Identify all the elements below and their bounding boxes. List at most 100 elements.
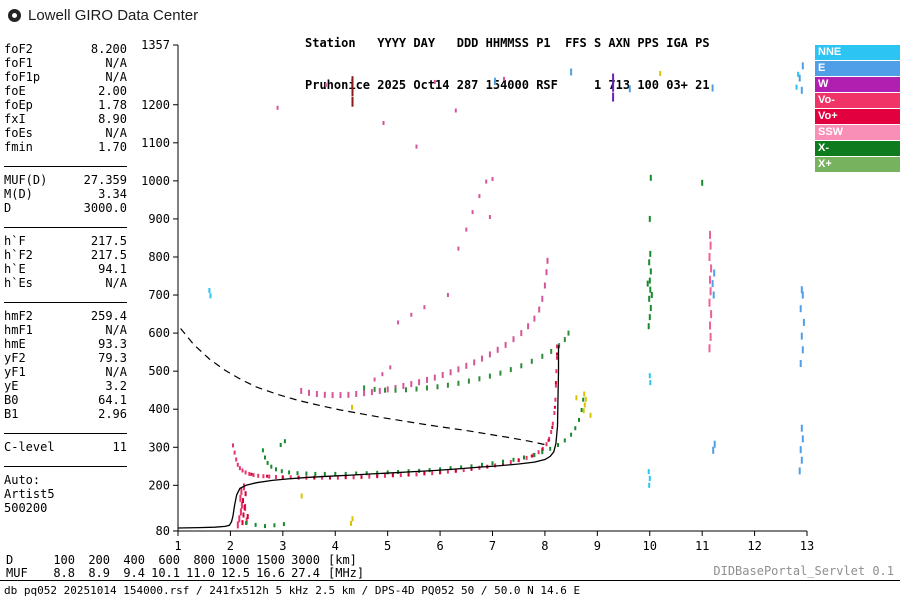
svg-text:300: 300: [148, 440, 170, 454]
footer-value: 8.8: [53, 566, 75, 580]
param-section-virtual-heights: h`F 217.5 h`F2 217.5 h`E 94.1 h`Es N/A: [4, 227, 127, 302]
param-row-hmf1: hmF1 N/A: [4, 323, 127, 337]
param-row-he: h`E 94.1: [4, 262, 127, 276]
param-value: 259.4: [90, 309, 127, 323]
record-info-line: db pq052 20251014 154000.rsf / 241fx512h…: [4, 584, 581, 597]
footer-value: 100: [53, 553, 75, 567]
series-purple-line: [612, 73, 615, 102]
param-label: hmE: [4, 337, 26, 351]
param-value: 3.34: [98, 187, 127, 201]
svg-text:80: 80: [156, 524, 170, 538]
series-o-trace: [232, 344, 558, 480]
svg-text:3: 3: [279, 539, 286, 553]
param-value: 94.1: [98, 262, 127, 276]
param-value: 1.70: [98, 140, 127, 154]
svg-text:11: 11: [695, 539, 709, 553]
axis-ticks-and-labels: 8020030040050060070080090010001100120013…: [141, 38, 814, 553]
param-section-confidence: C-level 11: [4, 433, 127, 466]
param-label: foEp: [4, 98, 33, 112]
footer-value: 8.9: [88, 566, 110, 580]
param-label: C-level: [4, 440, 55, 454]
footer-value: 11.0: [186, 566, 215, 580]
param-value: N/A: [105, 70, 127, 84]
param-label: B0: [4, 393, 19, 407]
svg-text:10: 10: [643, 539, 657, 553]
param-row-fof1: foF1 N/A: [4, 56, 127, 70]
param-row-yf2: yF2 79.3: [4, 351, 127, 365]
footer-value: 1500: [256, 553, 285, 567]
param-row-hmf2: hmF2 259.4: [4, 309, 127, 323]
param-row-clevel: C-level 11: [4, 440, 127, 454]
series-darkred-line: [351, 76, 354, 107]
svg-text:1100: 1100: [141, 136, 170, 150]
muf-values-row: MUF 8.8 8.9 9.4 10.1 11.0 12.5 16.6 27.4 [MHz]: [6, 566, 364, 580]
svg-text:800: 800: [148, 250, 170, 264]
param-value: 2.00: [98, 84, 127, 98]
footer-unit: [km]: [328, 553, 357, 567]
footer-value: 800: [193, 553, 215, 567]
footer-value: 1000: [221, 553, 250, 567]
param-label: foF1: [4, 56, 33, 70]
series-yellow-marks: [300, 71, 662, 526]
param-label: hmF2: [4, 309, 33, 323]
param-label: h`Es: [4, 276, 33, 290]
series-col-blue-right: [494, 62, 805, 475]
svg-text:9: 9: [594, 539, 601, 553]
svg-text:1000: 1000: [141, 174, 170, 188]
param-value: 64.1: [98, 393, 127, 407]
series-top-noise-pink: [276, 76, 505, 125]
param-value: 3000.0: [83, 201, 127, 215]
svg-text:600: 600: [148, 326, 170, 340]
header-brand: Lowell GIRO Data Center: [8, 7, 198, 24]
param-row-fof1p: foF1p N/A: [4, 70, 127, 84]
series-spread-f-pink: [373, 144, 494, 382]
footer-value: 12.5: [221, 566, 250, 580]
param-section-auto: Auto: Artist5 500200: [4, 466, 127, 527]
param-row-foe: foE 2.00: [4, 84, 127, 98]
param-value: N/A: [105, 56, 127, 70]
legend-item-x: X+: [815, 157, 900, 172]
param-value: 217.5: [90, 234, 127, 248]
svg-text:400: 400: [148, 402, 170, 416]
footer-value: 9.4: [123, 566, 145, 580]
series-es-cluster-red: [241, 491, 249, 526]
param-value: 3.2: [105, 379, 127, 393]
param-row-md: M(D) 3.34: [4, 187, 127, 201]
param-section-profile-params: hmF2 259.4 hmF1 N/A hmE 93.3 yF2 79.3 yF1 N/A yE 3.…: [4, 302, 127, 433]
param-row-b1: B1 2.96: [4, 407, 127, 421]
param-row-foep: foEp 1.78: [4, 98, 127, 112]
svg-text:1: 1: [174, 539, 181, 553]
param-value: N/A: [105, 276, 127, 290]
footer-value: 400: [123, 553, 145, 567]
param-value: 8.200: [90, 42, 127, 56]
param-value: N/A: [105, 126, 127, 140]
station-values-row: Pruhonice 2025 Oct14 287 154000 RSF 1 71…: [305, 78, 710, 92]
series-x-trace: [261, 397, 585, 476]
param-value: 27.359: [83, 173, 127, 187]
svg-text:500: 500: [148, 364, 170, 378]
param-text-line: Auto:: [4, 473, 41, 487]
param-label: yF1: [4, 365, 26, 379]
footer-value: 16.6: [256, 566, 285, 580]
servlet-version-label: DIDBasePortal_Servlet 0.1: [713, 564, 894, 578]
param-row-yf1: yF1 N/A: [4, 365, 127, 379]
param-text-line: 500200: [4, 501, 48, 515]
param-row-foes: foEs N/A: [4, 126, 127, 140]
svg-text:8: 8: [541, 539, 548, 553]
footer-unit: [MHz]: [328, 566, 365, 580]
line-muf-transmission-curve: [180, 328, 546, 446]
param-value: 2.96: [98, 407, 127, 421]
param-label: yE: [4, 379, 19, 393]
param-value: 93.3: [98, 337, 127, 351]
svg-text:13: 13: [800, 539, 814, 553]
param-row-hme: hmE 93.3: [4, 337, 127, 351]
legend-item-x: X-: [815, 141, 900, 156]
legend-item-w: W: [815, 77, 900, 92]
legend-item-e: E: [815, 61, 900, 76]
param-label: foEs: [4, 126, 33, 140]
param-label: h`F: [4, 234, 26, 248]
param-value: 11: [112, 440, 127, 454]
series-col-pink-11: [708, 230, 713, 353]
direction-legend: NNE E W Vo- Vo+ SSW X- X+: [815, 45, 900, 173]
